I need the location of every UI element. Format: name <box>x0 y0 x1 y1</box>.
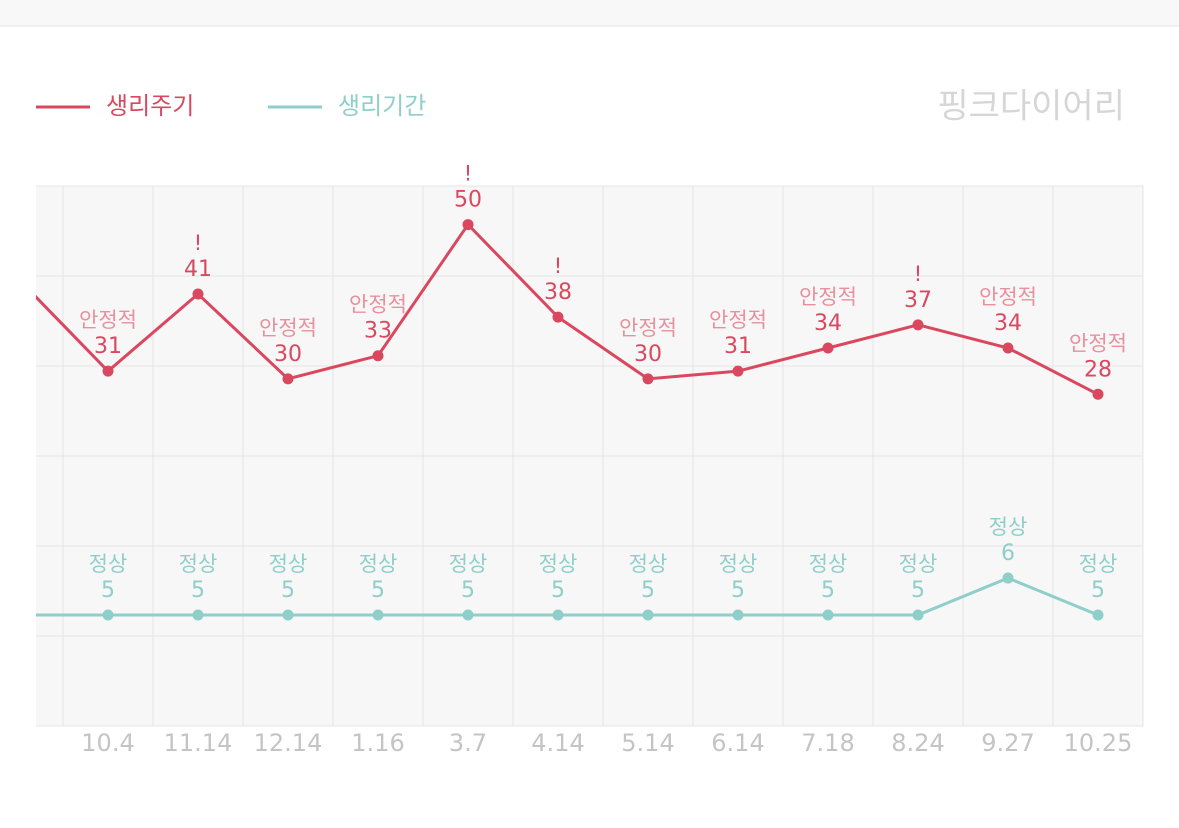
value-label: 30 <box>274 342 302 367</box>
status-label: 안정적 <box>259 316 317 340</box>
value-label: 34 <box>994 311 1022 336</box>
status-label: ! <box>464 162 472 186</box>
data-point <box>102 365 114 377</box>
data-point <box>642 609 654 621</box>
status-label: ! <box>914 262 922 286</box>
x-tick-label: 8.24 <box>891 729 944 757</box>
value-label: 31 <box>94 334 122 359</box>
status-label: 정상 <box>1079 552 1118 576</box>
x-tick-label: 10.25 <box>1064 729 1133 757</box>
x-tick-label: 6.14 <box>711 729 764 757</box>
data-point <box>372 350 384 362</box>
data-point <box>1092 388 1104 400</box>
data-point <box>732 609 744 621</box>
data-point <box>912 319 924 331</box>
data-point <box>13 273 24 284</box>
data-point <box>912 609 924 621</box>
value-label: 5 <box>911 578 925 603</box>
legend: 생리주기 생리기간 <box>36 92 426 120</box>
value-label: 38 <box>544 280 572 305</box>
x-tick-label: 11.14 <box>164 729 233 757</box>
status-label: 정상 <box>719 552 758 576</box>
data-point <box>1002 572 1014 584</box>
data-point <box>822 609 834 621</box>
x-tick-label: 9.27 <box>981 729 1034 757</box>
data-point <box>282 373 294 385</box>
data-point <box>1002 342 1014 354</box>
status-label: 정상 <box>809 552 848 576</box>
value-label: 5 <box>281 578 295 603</box>
status-label: 정상 <box>179 552 218 576</box>
data-point <box>192 609 204 621</box>
data-point <box>13 610 24 621</box>
value-label: 30 <box>634 342 662 367</box>
status-label: 정상 <box>449 552 488 576</box>
value-label: 43 <box>4 242 32 267</box>
value-label: 37 <box>904 288 932 313</box>
value-label: 41 <box>184 257 212 282</box>
x-tick-label: 12.14 <box>254 729 323 757</box>
value-label: 50 <box>454 188 482 213</box>
status-label: 안정적 <box>619 316 677 340</box>
status-label: 안정적 <box>79 308 137 332</box>
legend-label: 생리기간 <box>338 92 426 120</box>
status-label: 안정적 <box>979 285 1037 309</box>
value-label: 31 <box>724 334 752 359</box>
x-axis: 10.4 11.14 12.14 1.16 3.7 4.14 5.14 6.14 7.18 8.2… <box>81 729 1132 757</box>
value-label: 5 <box>11 578 25 603</box>
data-point <box>462 609 474 621</box>
status-label: 안정적 <box>799 285 857 309</box>
marks <box>13 219 1104 621</box>
legend-label: 생리주기 <box>106 92 194 120</box>
status-label: 정상 <box>629 552 668 576</box>
status-label: 안정적 <box>349 293 407 317</box>
status-label: 정상 <box>359 552 398 576</box>
x-tick-label: 7.18 <box>801 729 854 757</box>
value-label: 5 <box>821 578 835 603</box>
grid <box>36 185 1144 727</box>
status-label: ! <box>194 231 202 255</box>
status-label: ! <box>554 254 562 278</box>
data-point <box>192 288 204 300</box>
data-point <box>372 609 384 621</box>
data-point <box>462 219 474 231</box>
data-point <box>732 365 744 377</box>
data-point <box>282 609 294 621</box>
status-label: 정상 <box>539 552 578 576</box>
data-point <box>822 342 834 354</box>
value-label: 5 <box>731 578 745 603</box>
value-label: 33 <box>364 319 392 344</box>
data-point <box>552 311 564 323</box>
status-label: 정상 <box>269 552 308 576</box>
x-tick-label: 5.14 <box>621 729 674 757</box>
x-tick-label: 4.14 <box>531 729 584 757</box>
value-label: 5 <box>461 578 475 603</box>
status-label: 안정적 <box>1069 331 1127 355</box>
value-label: 6 <box>1001 541 1015 566</box>
brand: 핑크다이어리 <box>937 87 1125 127</box>
value-label: 5 <box>191 578 205 603</box>
data-point <box>1092 609 1104 621</box>
data-point <box>552 609 564 621</box>
x-tick-label: 1.16 <box>351 729 404 757</box>
value-label: 28 <box>1084 357 1112 382</box>
data-point <box>102 609 114 621</box>
value-label: 5 <box>551 578 565 603</box>
status-label: 안정적 <box>709 308 767 332</box>
value-label: 34 <box>814 311 842 336</box>
header-bar <box>0 0 1179 26</box>
status-label: 정상 <box>989 515 1028 539</box>
value-label: 5 <box>1091 578 1105 603</box>
data-point <box>642 373 654 385</box>
x-tick-label: 3.7 <box>449 729 487 757</box>
value-label: 5 <box>641 578 655 603</box>
value-label: 5 <box>101 578 115 603</box>
x-tick-label: 10.4 <box>81 729 134 757</box>
status-label: 정상 <box>89 552 128 576</box>
status-label: 정상 <box>899 552 938 576</box>
value-label: 5 <box>371 578 385 603</box>
